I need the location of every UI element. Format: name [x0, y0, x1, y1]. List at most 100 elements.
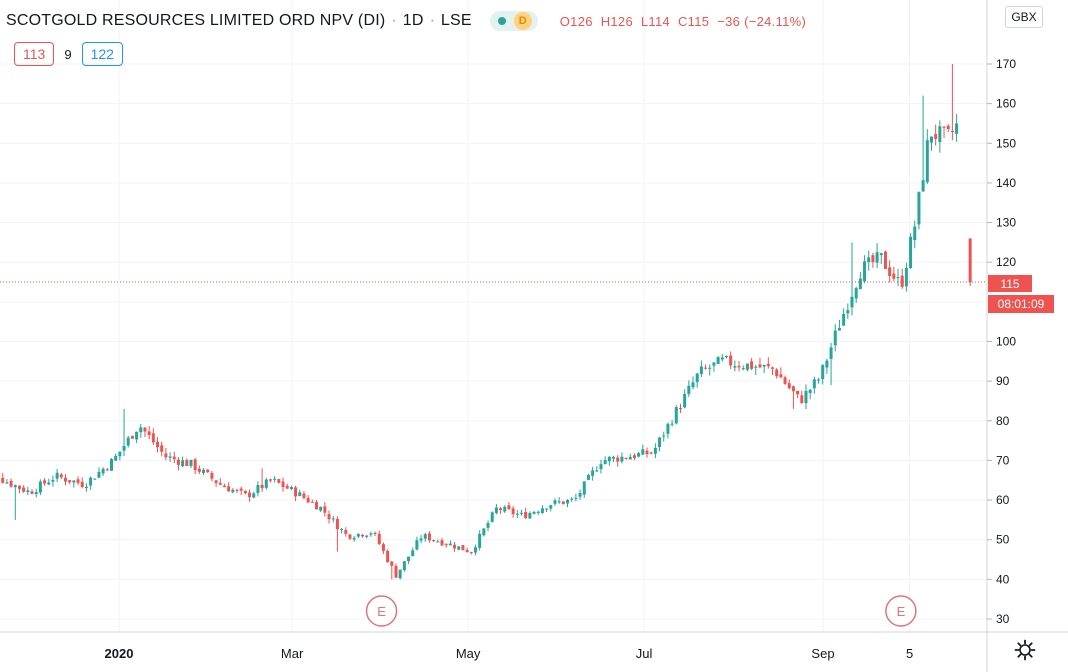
candle-body: [43, 480, 47, 484]
candle-body: [586, 475, 590, 480]
candle-body: [465, 550, 469, 553]
candle-body: [407, 556, 411, 562]
candle-body: [624, 458, 628, 460]
earnings-marker-icon[interactable]: E: [885, 595, 917, 627]
candle-body: [1, 478, 5, 483]
candle-body: [306, 497, 310, 503]
currency-button[interactable]: GBX: [1005, 6, 1043, 28]
candle-body: [89, 477, 93, 486]
candle-body: [453, 544, 457, 549]
candle-body: [524, 512, 528, 519]
candle-body: [499, 508, 503, 511]
candle-body: [38, 481, 42, 493]
candle-body: [574, 497, 578, 499]
candle-body: [821, 365, 825, 380]
y-tick-label: 140: [996, 176, 1016, 190]
candle-body: [135, 431, 139, 440]
candle-body: [938, 126, 942, 143]
ohlc-high: H126: [600, 13, 633, 29]
candle-body: [444, 544, 448, 546]
candle-body: [469, 552, 473, 554]
candle-body: [319, 506, 323, 511]
x-tick-label: Jul: [636, 646, 653, 661]
candle-body: [766, 363, 770, 367]
candle-body: [381, 544, 385, 551]
candle-body: [858, 278, 862, 290]
candle-body: [670, 423, 674, 425]
candle-body: [557, 501, 561, 503]
candle-body: [678, 407, 682, 409]
exchange-label: LSE: [440, 12, 472, 29]
price-axis[interactable]: 30 40 50 60 70 80 90 100 120 130 140 150 160 170: [987, 57, 1016, 626]
candle-body: [712, 362, 716, 366]
candle-body: [549, 505, 553, 509]
candle-body: [310, 501, 314, 503]
candle-body: [356, 533, 360, 537]
candle-body: [193, 459, 197, 471]
candle-body: [72, 480, 76, 483]
market-status-pill[interactable]: D: [489, 11, 538, 31]
bid-ask-row: 113 9 122: [14, 42, 123, 66]
candle-body: [829, 347, 833, 359]
time-axis[interactable]: 2020 Mar May Jul Sep 5: [105, 646, 914, 661]
candle-body: [365, 535, 369, 537]
candle-body: [130, 436, 134, 439]
candle-body: [900, 275, 904, 287]
candle-body: [369, 533, 373, 535]
candle-body: [515, 513, 519, 515]
candle-body: [754, 366, 758, 368]
candle-body: [260, 484, 264, 489]
candle-body: [218, 482, 222, 485]
candle-body: [394, 565, 398, 578]
candle-body: [231, 489, 235, 493]
candle-body: [850, 296, 854, 308]
y-tick-label: 130: [996, 216, 1016, 230]
earnings-marker-label: E: [377, 604, 386, 619]
candle-body: [666, 423, 670, 434]
market-status-dot-icon: [497, 17, 506, 25]
candle-body: [934, 134, 938, 139]
candle-body: [239, 488, 243, 491]
candle-body: [101, 468, 105, 474]
candle-body: [432, 540, 436, 542]
candle-body: [122, 446, 126, 451]
interval-label[interactable]: 1D: [402, 12, 424, 29]
candle-body: [796, 390, 800, 395]
buy-price-button[interactable]: 122: [81, 42, 123, 66]
symbol-title[interactable]: SCOTGOLD RESOURCES LIMITED ORD NPV (DI): [6, 12, 386, 29]
x-tick-label: May: [456, 646, 481, 661]
earnings-marker-icon[interactable]: E: [365, 595, 398, 627]
candle-body: [411, 550, 415, 557]
candle-body: [687, 385, 691, 394]
candle-body: [164, 453, 168, 458]
candle-body: [9, 480, 13, 487]
candle-body: [361, 534, 365, 537]
candle-body: [879, 253, 883, 256]
candle-body: [837, 327, 841, 331]
candle-body: [63, 477, 67, 482]
candle-body: [645, 450, 649, 455]
candle-body: [883, 251, 887, 270]
candle-body: [704, 367, 708, 369]
candle-body: [285, 485, 289, 489]
candle-body: [235, 489, 239, 491]
candle-body: [340, 529, 344, 531]
candle-body: [582, 481, 586, 495]
gear-icon[interactable]: [1013, 638, 1037, 662]
bar-countdown-label: 08:01:09: [988, 295, 1054, 313]
candle-body: [227, 486, 231, 492]
candle-body: [750, 361, 754, 369]
y-tick-label: 40: [996, 572, 1010, 586]
candle-body: [917, 192, 921, 225]
candle-body: [846, 310, 850, 314]
candle-body: [68, 480, 72, 483]
candle-body: [808, 389, 812, 393]
candle-body: [59, 474, 63, 478]
y-tick-label: 60: [996, 493, 1010, 507]
candle-body: [804, 390, 808, 404]
sell-price-button[interactable]: 113: [14, 42, 55, 66]
candle-body: [289, 486, 293, 490]
candle-body: [833, 330, 837, 346]
candle-body: [202, 469, 206, 474]
